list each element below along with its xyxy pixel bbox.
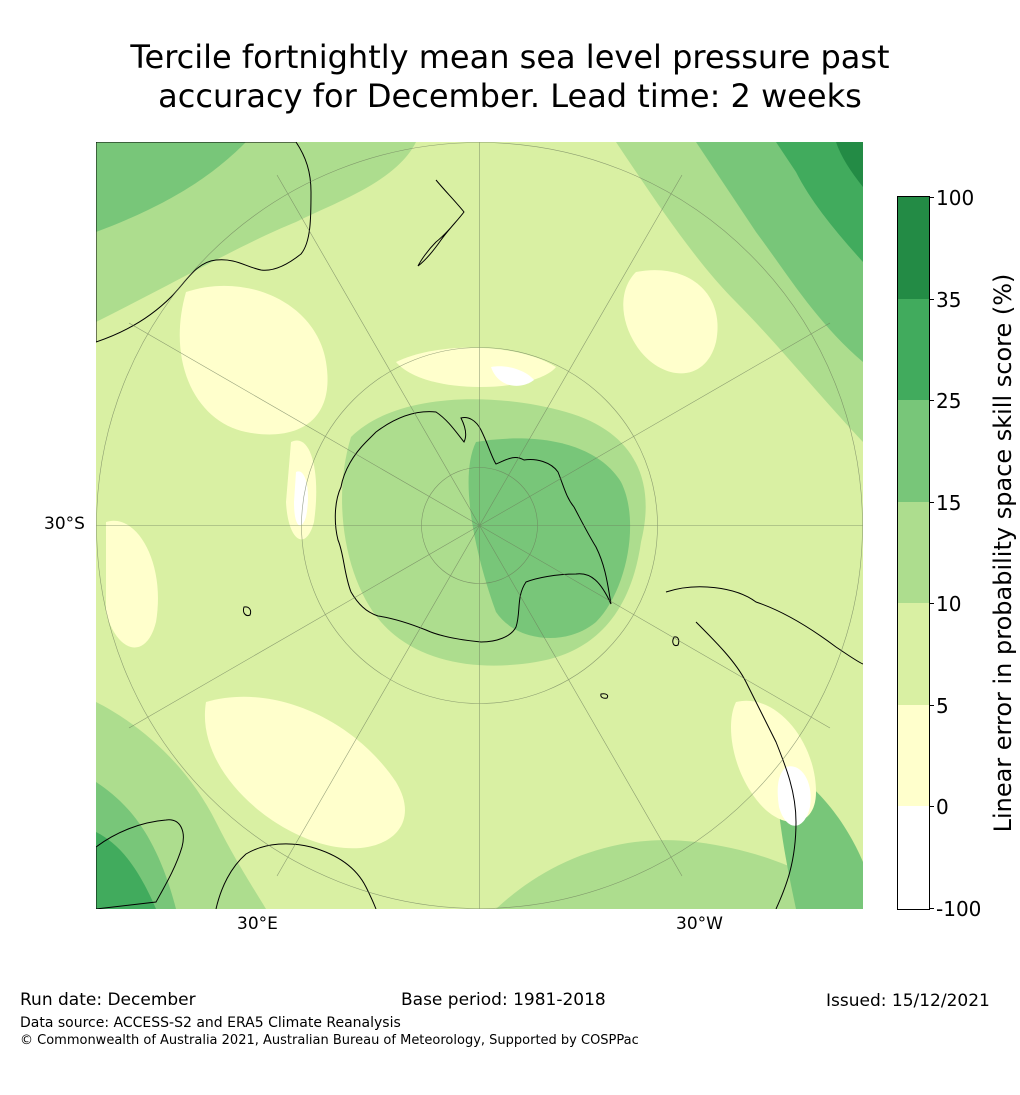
longitude-label-30e: 30°E (237, 914, 278, 934)
base-period: Base period: 1981-2018 (401, 990, 606, 1010)
data-source: Data source: ACCESS-S2 and ERA5 Climate … (20, 1015, 401, 1031)
colorbar-seg-25-35 (898, 299, 929, 400)
field-15-25-antarctic (468, 438, 631, 639)
colorbar-seg-5-10 (898, 603, 929, 705)
field-35-100-ne (836, 142, 863, 187)
antarctica-coastline (334, 411, 612, 643)
colorbar-seg-10-15 (898, 502, 929, 603)
copyright: © Commonwealth of Australia 2021, Austra… (20, 1033, 639, 1048)
graticule (96, 142, 863, 909)
field-neg-b (491, 366, 534, 386)
tick (929, 806, 934, 807)
colorbar (898, 197, 929, 909)
latitude-label-30s: 30°S (44, 514, 85, 534)
tick-label-35: 35 (936, 288, 962, 312)
africa-coastline (215, 843, 377, 909)
colorbar-seg-neg (898, 806, 929, 909)
field-15-25-nw (96, 142, 246, 232)
colorbar-seg-0-5 (898, 705, 929, 806)
title-line-1: Tercile fortnightly mean sea level press… (130, 38, 890, 76)
south-america-coastline (665, 586, 863, 909)
colorbar-seg-35-100 (898, 197, 929, 299)
australia-coastline (96, 142, 312, 343)
colorbar-seg-15-25 (898, 400, 929, 502)
island-1 (243, 606, 252, 616)
field-neg-a (294, 471, 308, 526)
colorbar-title: Linear error in probability space skill … (989, 273, 1017, 833)
colorbar-frame (897, 196, 930, 910)
tick (929, 603, 934, 604)
tick-label-15: 15 (936, 491, 962, 515)
madagascar-coastline (96, 819, 184, 909)
island-2 (672, 636, 680, 646)
title-line-2: accuracy for December. Lead time: 2 week… (158, 77, 862, 115)
skill-map (96, 142, 863, 909)
field-10-15-s (496, 840, 863, 909)
longitude-label-30w: 30°W (676, 914, 723, 934)
field-25-35-ne (776, 142, 863, 262)
field-0-5-a (179, 285, 328, 435)
field-0-5-c (204, 696, 405, 849)
tick-label-10: 10 (936, 592, 962, 616)
chart-title: Tercile fortnightly mean sea level press… (0, 38, 1020, 116)
tick (929, 705, 934, 706)
tick-label-neg100: -100 (936, 897, 982, 921)
new-zealand-coastline (417, 179, 465, 267)
tick (929, 299, 934, 300)
field-neg-c (777, 766, 811, 826)
issued-date: Issued: 15/12/2021 (826, 991, 990, 1011)
field-0-5-b (623, 270, 718, 374)
tick-label-0: 0 (936, 795, 949, 819)
tick-label-5: 5 (936, 694, 949, 718)
run-date: Run date: December (20, 990, 196, 1010)
field-25-35-sw (96, 832, 156, 909)
tick (929, 502, 934, 503)
tick (929, 908, 934, 909)
map-canvas (96, 142, 863, 909)
tick-label-100: 100 (936, 186, 975, 210)
tick (929, 197, 934, 198)
island-3 (600, 693, 609, 699)
field-0-5-d (106, 520, 158, 648)
tick (929, 400, 934, 401)
tick-label-25: 25 (936, 389, 962, 413)
